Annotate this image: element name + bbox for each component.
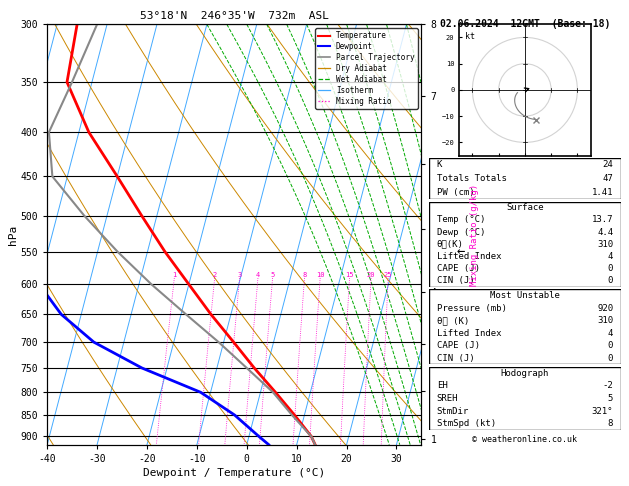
Text: Most Unstable: Most Unstable <box>490 291 560 300</box>
Text: Surface: Surface <box>506 203 543 212</box>
Text: 13.7: 13.7 <box>592 215 613 225</box>
Text: LCL: LCL <box>428 388 443 398</box>
Text: 1.41: 1.41 <box>592 188 613 197</box>
Text: PW (cm): PW (cm) <box>437 188 474 197</box>
Text: 0: 0 <box>608 354 613 363</box>
Text: 02.06.2024  12GMT  (Base: 18): 02.06.2024 12GMT (Base: 18) <box>440 19 610 30</box>
Text: 0: 0 <box>608 341 613 350</box>
Text: 1: 1 <box>172 272 177 278</box>
Text: θᴇ(K): θᴇ(K) <box>437 240 464 249</box>
Text: 15: 15 <box>345 272 353 278</box>
Y-axis label: km
ASL: km ASL <box>438 226 459 243</box>
Text: © weatheronline.co.uk: © weatheronline.co.uk <box>472 435 577 444</box>
Text: Mixing Ratio (g/kg): Mixing Ratio (g/kg) <box>470 183 479 286</box>
Text: 920: 920 <box>597 303 613 312</box>
Text: 4.4: 4.4 <box>597 227 613 237</box>
Text: CAPE (J): CAPE (J) <box>437 341 480 350</box>
Text: 5: 5 <box>270 272 275 278</box>
Text: StmSpd (kt): StmSpd (kt) <box>437 419 496 428</box>
Text: 4: 4 <box>256 272 260 278</box>
Text: 10: 10 <box>316 272 325 278</box>
Title: 53°18'N  246°35'W  732m  ASL: 53°18'N 246°35'W 732m ASL <box>140 11 329 21</box>
Text: 310: 310 <box>597 316 613 325</box>
Text: 47: 47 <box>603 174 613 183</box>
Text: 4: 4 <box>608 329 613 338</box>
Text: 20: 20 <box>367 272 376 278</box>
Text: EH: EH <box>437 382 447 390</box>
Text: Temp (°C): Temp (°C) <box>437 215 485 225</box>
Text: -2: -2 <box>603 382 613 390</box>
Text: 8: 8 <box>608 419 613 428</box>
Text: 310: 310 <box>597 240 613 249</box>
Text: SREH: SREH <box>437 394 458 403</box>
Text: 3: 3 <box>238 272 242 278</box>
Text: 24: 24 <box>603 160 613 169</box>
Text: K: K <box>437 160 442 169</box>
Text: 0: 0 <box>608 276 613 285</box>
Text: θᴇ (K): θᴇ (K) <box>437 316 469 325</box>
Text: Lifted Index: Lifted Index <box>437 329 501 338</box>
Text: 0: 0 <box>608 264 613 273</box>
Text: Dewp (°C): Dewp (°C) <box>437 227 485 237</box>
Text: Pressure (mb): Pressure (mb) <box>437 303 506 312</box>
Text: 4: 4 <box>608 252 613 261</box>
X-axis label: Dewpoint / Temperature (°C): Dewpoint / Temperature (°C) <box>143 468 325 478</box>
Text: 25: 25 <box>384 272 392 278</box>
Text: Hodograph: Hodograph <box>501 369 549 378</box>
Y-axis label: hPa: hPa <box>8 225 18 244</box>
Text: CAPE (J): CAPE (J) <box>437 264 480 273</box>
Text: Lifted Index: Lifted Index <box>437 252 501 261</box>
Text: StmDir: StmDir <box>437 407 469 416</box>
Text: 2: 2 <box>213 272 217 278</box>
Text: 8: 8 <box>303 272 306 278</box>
Text: Totals Totals: Totals Totals <box>437 174 506 183</box>
Text: CIN (J): CIN (J) <box>437 354 474 363</box>
Text: ←: ← <box>457 244 465 259</box>
Text: 5: 5 <box>608 394 613 403</box>
Text: CIN (J): CIN (J) <box>437 276 474 285</box>
Legend: Temperature, Dewpoint, Parcel Trajectory, Dry Adiabat, Wet Adiabat, Isotherm, Mi: Temperature, Dewpoint, Parcel Trajectory… <box>315 28 418 109</box>
Text: kt: kt <box>465 32 474 41</box>
Text: 321°: 321° <box>592 407 613 416</box>
